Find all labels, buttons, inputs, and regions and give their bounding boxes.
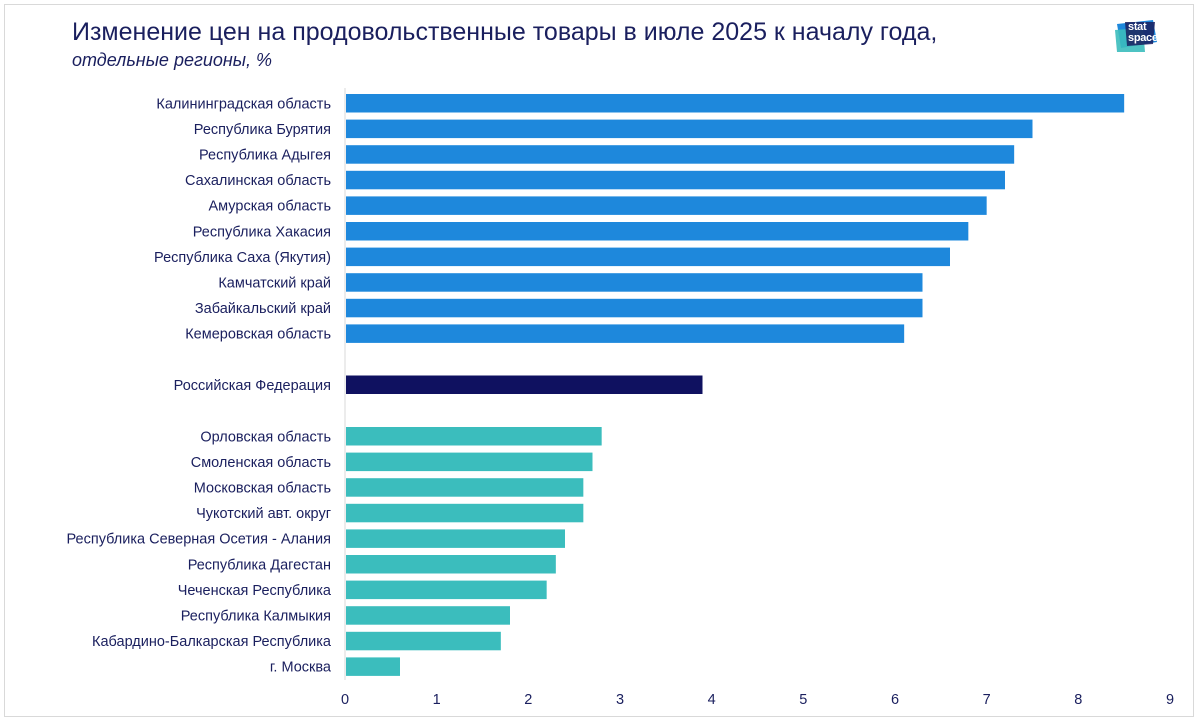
- category-label-top-8: Забайкальский край: [195, 301, 331, 317]
- chart-subtitle: отдельные регионы, %: [72, 50, 273, 70]
- bar-top-5: [346, 222, 969, 241]
- bar-top-6: [346, 247, 950, 267]
- category-label-bottom-6: Чеченская Республика: [178, 583, 332, 599]
- category-label-top-0: Калининградская область: [156, 96, 331, 112]
- bar-top-0: [346, 94, 1125, 113]
- x-tick-label-4: 4: [708, 692, 716, 708]
- category-label-top-1: Республика Бурятия: [194, 122, 331, 138]
- category-label-top-5: Республика Хакасия: [193, 224, 331, 240]
- category-label-bottom-5: Республика Дагестан: [188, 557, 331, 573]
- bar-top-8: [346, 298, 923, 318]
- category-label-top-4: Амурская область: [209, 199, 332, 215]
- bar-federation-0: [346, 375, 703, 394]
- x-tick-label-0: 0: [341, 692, 349, 708]
- category-label-top-7: Камчатский край: [218, 275, 331, 291]
- bar-bottom-1: [346, 452, 593, 472]
- x-tick-label-9: 9: [1166, 692, 1174, 708]
- bar-top-2: [346, 145, 1015, 164]
- category-label-bottom-1: Смоленская область: [191, 455, 331, 471]
- x-tick-label-1: 1: [433, 692, 441, 708]
- bar-top-7: [346, 273, 923, 292]
- logo-text: stat space: [1128, 22, 1158, 44]
- bar-bottom-7: [346, 606, 510, 625]
- bar-bottom-2: [346, 478, 584, 497]
- bar-top-3: [346, 170, 1005, 190]
- bar-top-4: [346, 196, 987, 215]
- category-label-bottom-8: Кабардино-Балкарская Республика: [92, 634, 332, 650]
- chart-title: Изменение цен на продовольственные товар…: [72, 18, 938, 46]
- bar-bottom-9: [346, 657, 400, 676]
- category-label-bottom-4: Республика Северная Осетия - Алания: [67, 532, 331, 548]
- x-tick-label-5: 5: [799, 692, 807, 708]
- bar-bottom-0: [346, 427, 602, 446]
- chart-frame: [4, 4, 1194, 717]
- x-tick-label-2: 2: [524, 692, 532, 708]
- category-label-federation-0: Российская Федерация: [174, 378, 331, 394]
- category-label-bottom-7: Республика Калмыкия: [181, 608, 331, 624]
- bar-top-1: [346, 119, 1033, 139]
- x-tick-label-7: 7: [983, 692, 991, 708]
- x-tick-label-3: 3: [616, 692, 624, 708]
- category-label-bottom-9: г. Москва: [270, 660, 332, 676]
- category-label-top-9: Кемеровская область: [185, 327, 331, 343]
- category-label-bottom-0: Орловская область: [200, 429, 331, 445]
- bar-bottom-3: [346, 503, 584, 523]
- logo-line-2: space: [1128, 32, 1158, 44]
- bar-bottom-5: [346, 555, 556, 574]
- x-tick-label-6: 6: [891, 692, 899, 708]
- bar-bottom-8: [346, 631, 501, 651]
- bar-bottom-4: [346, 529, 565, 548]
- bar-bottom-6: [346, 580, 547, 600]
- category-label-bottom-2: Московская область: [194, 480, 331, 496]
- category-label-top-6: Республика Саха (Якутия): [154, 250, 331, 266]
- category-label-bottom-3: Чукотский авт. округ: [196, 506, 331, 522]
- category-label-top-3: Сахалинская область: [185, 173, 331, 189]
- logo-line-1: stat: [1128, 21, 1147, 33]
- bar-top-9: [346, 324, 905, 343]
- statspace-logo-icon: [1115, 20, 1157, 52]
- category-label-top-2: Республика Адыгея: [199, 147, 331, 163]
- plot-area: Калининградская область Республика Буряти…: [67, 88, 1174, 708]
- x-tick-label-8: 8: [1074, 692, 1082, 708]
